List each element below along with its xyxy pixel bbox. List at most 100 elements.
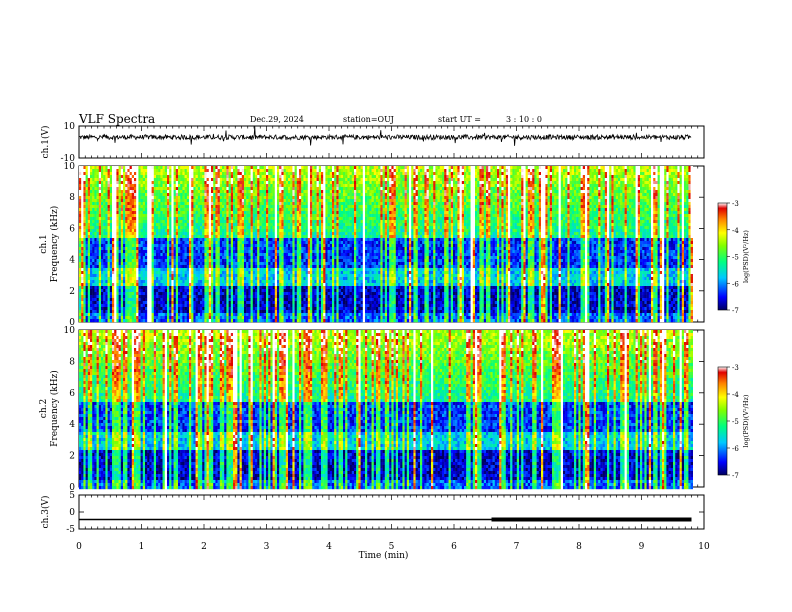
heatmap-cell	[127, 205, 129, 208]
heatmap-cell	[548, 172, 550, 175]
heatmap-cell	[171, 181, 173, 184]
heatmap-cell	[105, 172, 107, 175]
heatmap-cell	[299, 196, 301, 199]
heatmap-cell	[339, 166, 341, 169]
heatmap-cell	[664, 175, 666, 178]
heatmap-cell	[409, 175, 411, 178]
heatmap-cell	[220, 166, 222, 169]
heatmap-cell	[286, 178, 288, 181]
y-tick-label-2: 2	[69, 287, 75, 297]
heatmap-cell	[105, 190, 107, 193]
heatmap-cell	[532, 181, 534, 184]
heatmap-cell	[686, 169, 688, 172]
heatmap-cell	[526, 184, 528, 187]
heatmap-cell	[286, 193, 288, 196]
heatmap-cell	[603, 169, 605, 172]
heatmap-cell	[416, 196, 418, 199]
heatmap-cell	[658, 169, 660, 172]
heatmap-cell	[464, 169, 466, 172]
heatmap-cell	[512, 187, 514, 190]
heatmap-cell	[119, 166, 121, 169]
heatmap-cell	[471, 166, 473, 169]
heatmap-cell	[570, 190, 572, 193]
heatmap-cell	[365, 181, 367, 184]
heatmap-cell	[90, 205, 92, 208]
heatmap-cell	[110, 175, 112, 178]
heatmap-cell	[532, 166, 534, 169]
heatmap-cell	[136, 208, 138, 211]
heatmap-cell	[550, 196, 552, 199]
heatmap-cell	[248, 172, 250, 175]
heatmap-cell	[105, 166, 107, 169]
heatmap-cell	[79, 169, 81, 172]
heatmap-cell	[143, 193, 145, 196]
heatmap-cell	[552, 175, 554, 178]
heatmap-cell	[231, 175, 233, 178]
heatmap-cell	[121, 202, 123, 205]
heatmap-cell	[341, 178, 343, 181]
heatmap-cell	[545, 202, 547, 205]
heatmap-cell	[200, 169, 202, 172]
heatmap-cell	[233, 205, 235, 208]
heatmap-cell	[112, 190, 114, 193]
heatmap-cell	[116, 193, 118, 196]
heatmap-cell	[310, 190, 312, 193]
heatmap-cell	[504, 181, 506, 184]
heatmap-cell	[422, 166, 424, 169]
heatmap-cell	[490, 172, 492, 175]
heatmap-cell	[411, 190, 413, 193]
heatmap-cell	[176, 181, 178, 184]
heatmap-cell	[561, 193, 563, 196]
heatmap-cell	[273, 199, 275, 202]
heatmap-cell	[653, 184, 655, 187]
heatmap-cell	[191, 196, 193, 199]
heatmap-cell	[264, 166, 266, 169]
heatmap-cell	[165, 190, 167, 193]
heatmap-cell	[266, 169, 268, 172]
heatmap-cell	[176, 172, 178, 175]
heatmap-cell	[209, 187, 211, 190]
heatmap-cell	[484, 178, 486, 181]
heatmap-cell	[508, 205, 510, 208]
heatmap-cell	[501, 175, 503, 178]
heatmap-cell	[482, 175, 484, 178]
heatmap-cell	[517, 184, 519, 187]
heatmap-cell	[220, 172, 222, 175]
heatmap-cell	[378, 175, 380, 178]
heatmap-cell	[389, 166, 391, 169]
heatmap-cell	[629, 166, 631, 169]
heatmap-cell	[587, 187, 589, 190]
heatmap-cell	[174, 169, 176, 172]
heatmap-cell	[268, 196, 270, 199]
heatmap-cell	[400, 166, 402, 169]
heatmap-cell	[229, 166, 231, 169]
heatmap-cell	[275, 184, 277, 187]
heatmap-cell	[660, 196, 662, 199]
heatmap-cell	[462, 208, 464, 211]
heatmap-cell	[651, 205, 653, 208]
heatmap-cell	[292, 178, 294, 181]
heatmap-cell	[444, 202, 446, 205]
heatmap-cell	[473, 208, 475, 211]
heatmap-cell	[127, 175, 129, 178]
heatmap-cell	[369, 166, 371, 169]
heatmap-cell	[675, 196, 677, 199]
heatmap-cell	[669, 181, 671, 184]
heatmap-cell	[257, 187, 259, 190]
heatmap-cell	[378, 208, 380, 211]
heatmap-cell	[314, 190, 316, 193]
heatmap-cell	[86, 175, 88, 178]
heatmap-cell	[369, 181, 371, 184]
heatmap-cell	[264, 184, 266, 187]
heatmap-cell	[105, 178, 107, 181]
heatmap-cell	[655, 205, 657, 208]
heatmap-cell	[649, 202, 651, 205]
heatmap-cell	[473, 199, 475, 202]
heatmap-cell	[653, 178, 655, 181]
heatmap-cell	[673, 196, 675, 199]
heatmap-cell	[103, 196, 105, 199]
heatmap-cell	[310, 181, 312, 184]
heatmap-cell	[686, 202, 688, 205]
heatmap-cell	[105, 193, 107, 196]
heatmap-cell	[134, 178, 136, 181]
